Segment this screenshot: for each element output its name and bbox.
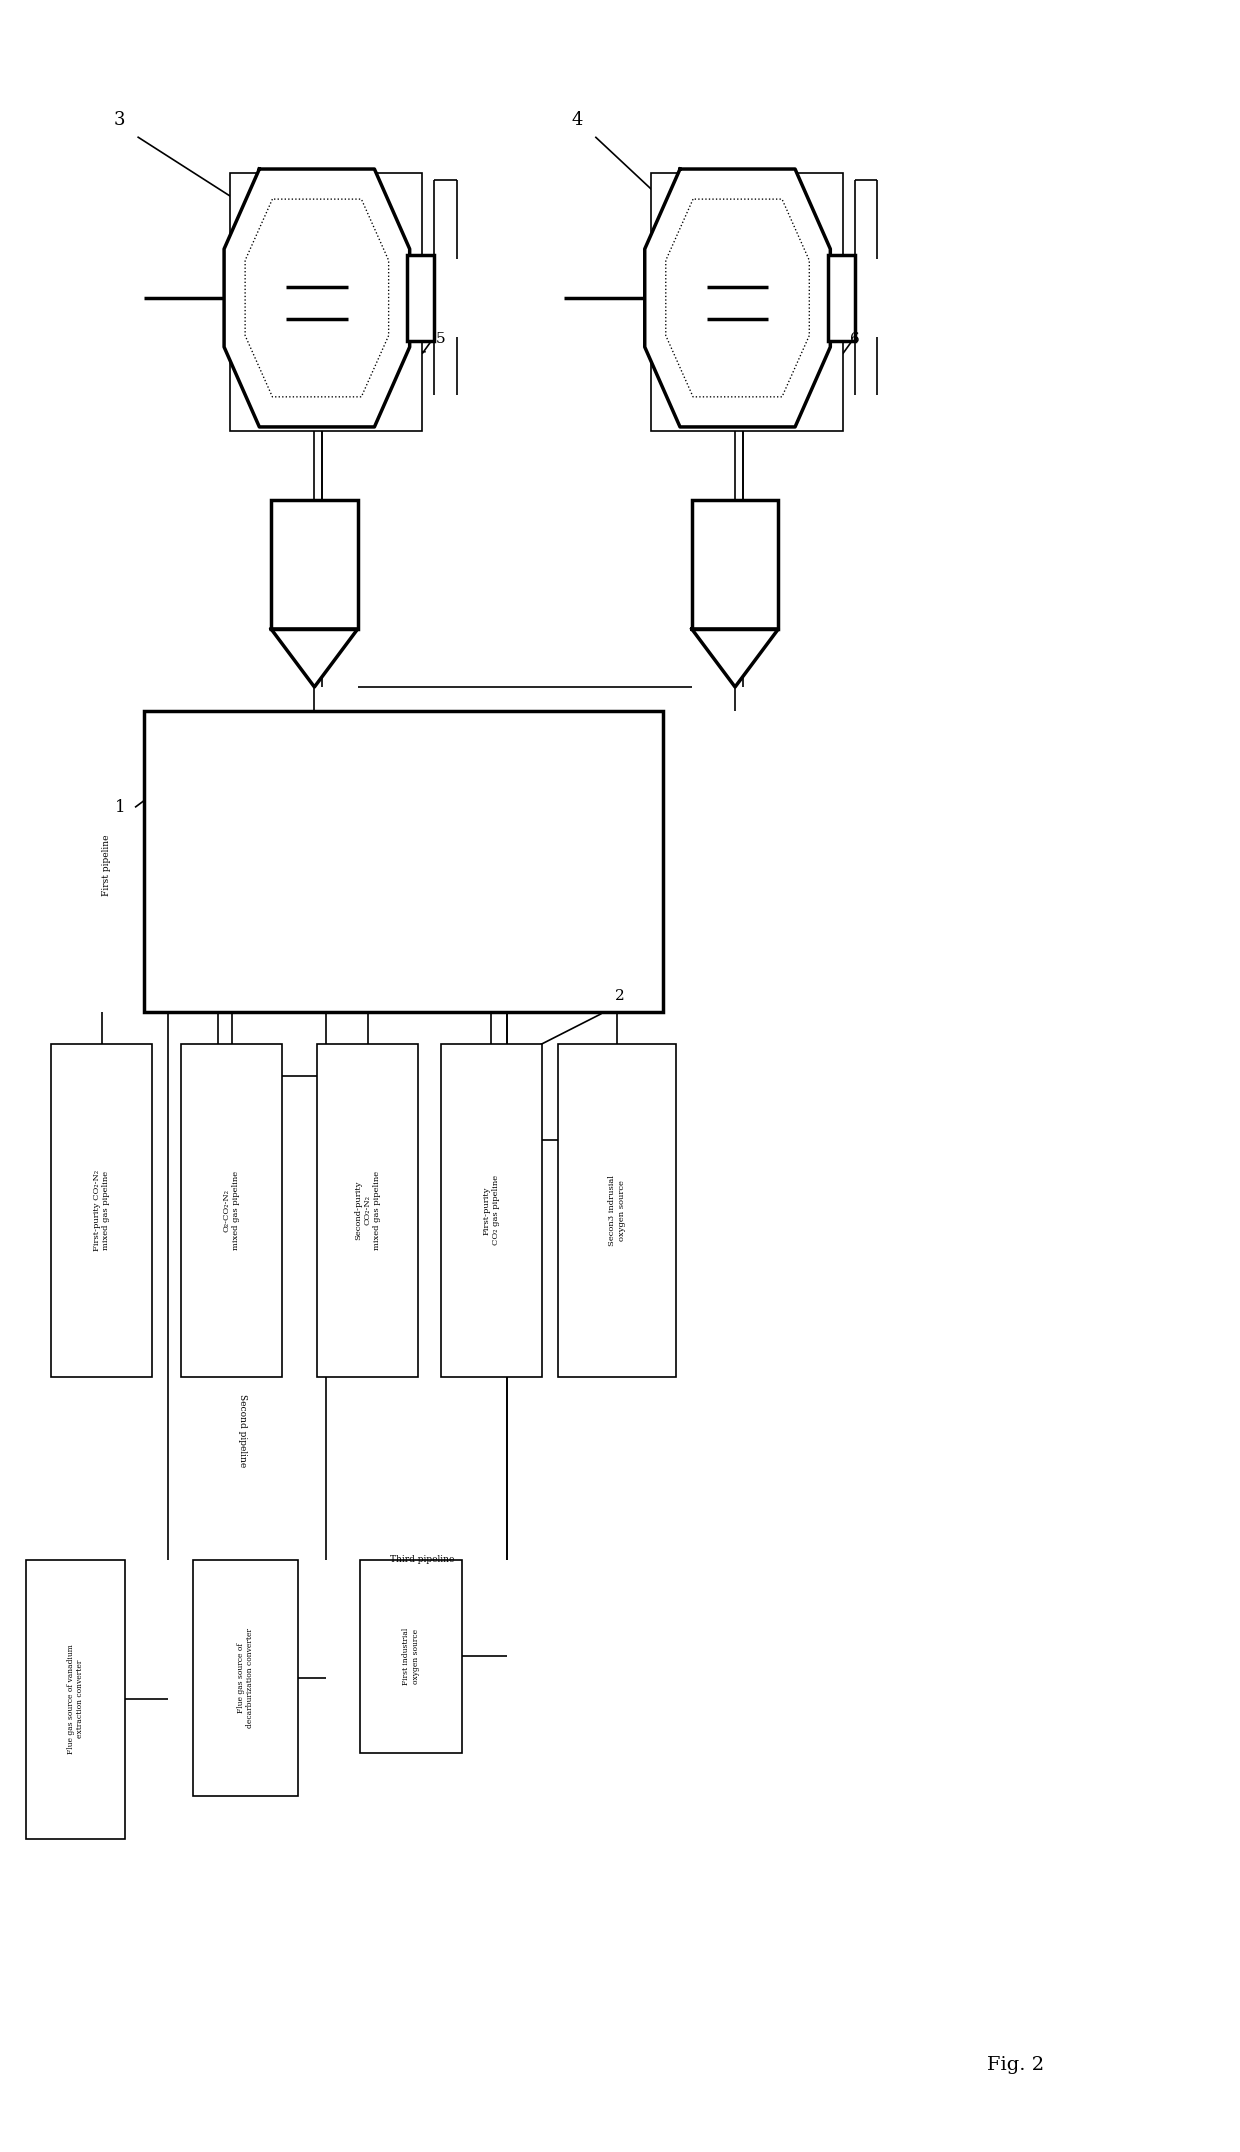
Polygon shape bbox=[224, 170, 409, 426]
Text: Secon3 indrusial
oxygen source: Secon3 indrusial oxygen source bbox=[609, 1175, 625, 1246]
Polygon shape bbox=[645, 170, 831, 426]
Bar bbox=[360, 1560, 461, 1754]
Text: First pipeline: First pipeline bbox=[102, 835, 112, 895]
Bar bbox=[456, 1054, 537, 1227]
Text: First industrial
oxygen source: First industrial oxygen source bbox=[402, 1627, 419, 1685]
Bar bbox=[651, 174, 843, 430]
Text: First-purity
CO₂ gas pipeline: First-purity CO₂ gas pipeline bbox=[482, 1175, 500, 1246]
Bar bbox=[272, 499, 357, 628]
Text: 1: 1 bbox=[115, 798, 125, 816]
Text: First-purity CO₂-N₂
mixed gas pipeline: First-purity CO₂-N₂ mixed gas pipeline bbox=[93, 1171, 110, 1250]
Bar bbox=[440, 1044, 542, 1377]
Text: Flue gas source of
decarburization converter: Flue gas source of decarburization conve… bbox=[237, 1627, 254, 1728]
Text: 2: 2 bbox=[615, 990, 625, 1003]
Text: Third pipeline: Third pipeline bbox=[389, 1556, 454, 1565]
Bar bbox=[407, 254, 434, 340]
Bar bbox=[558, 1044, 676, 1377]
Text: Flue gas source of vanadium
extraction converter: Flue gas source of vanadium extraction c… bbox=[67, 1644, 84, 1754]
Polygon shape bbox=[692, 628, 779, 686]
Text: Fig. 2: Fig. 2 bbox=[987, 2055, 1044, 2075]
Bar bbox=[231, 174, 422, 430]
Bar bbox=[51, 1044, 153, 1377]
Text: 5: 5 bbox=[435, 331, 445, 346]
Bar bbox=[144, 710, 663, 1011]
Text: Second-purity
CO₂-N₂
mixed gas pipeline: Second-purity CO₂-N₂ mixed gas pipeline bbox=[355, 1171, 381, 1250]
Bar bbox=[181, 1044, 283, 1377]
Text: 3: 3 bbox=[113, 110, 125, 129]
Bar bbox=[317, 1044, 418, 1377]
Text: 6: 6 bbox=[851, 331, 861, 346]
Text: O₂-CO₂-N₂
mixed gas pipeline: O₂-CO₂-N₂ mixed gas pipeline bbox=[223, 1171, 241, 1250]
Bar bbox=[692, 499, 779, 628]
Polygon shape bbox=[272, 628, 357, 686]
Bar bbox=[828, 254, 856, 340]
Bar bbox=[193, 1560, 299, 1797]
Text: 4: 4 bbox=[570, 110, 583, 129]
Bar bbox=[26, 1560, 125, 1840]
Text: Second pipeline: Second pipeline bbox=[238, 1394, 247, 1468]
